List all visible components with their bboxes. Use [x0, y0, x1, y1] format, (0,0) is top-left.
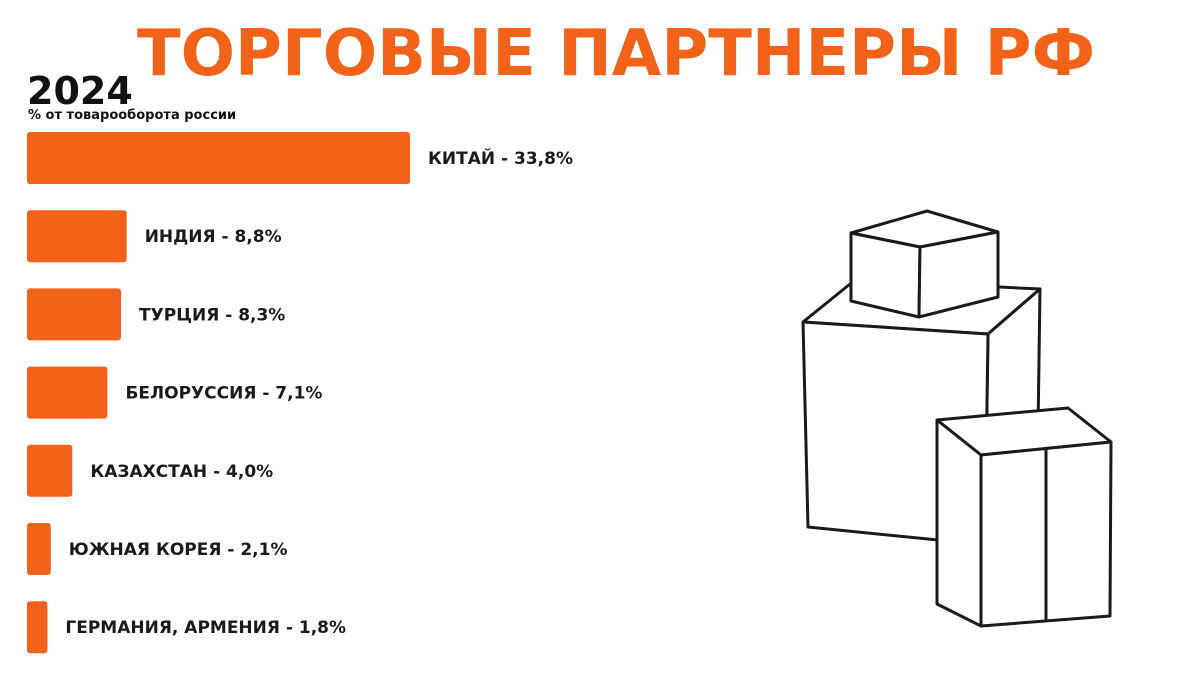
top-box [849, 209, 1000, 319]
front-box [935, 406, 1113, 628]
bar-chart: КИТАЙ - 33,8% ИНДИЯ - 8,8% ТУРЦИЯ - 8,3% БЕ… [27, 132, 573, 654]
chart-subtitle: % от товарооборота россии [28, 108, 237, 123]
bar-label-5: КАЗАХСТАН - 4,0% [90, 462, 273, 482]
bar-4 [27, 366, 108, 419]
bar-6 [27, 523, 51, 575]
stacked-boxes-icon [801, 209, 1113, 628]
bar-label-4: БЕЛОРУССИЯ - 7,1% [125, 384, 322, 404]
bar-5 [27, 444, 73, 497]
bar-label-6: ЮЖНАЯ КОРЕЯ - 2,1% [69, 540, 288, 560]
bar-2 [27, 210, 127, 263]
year-label: 2024 [27, 69, 133, 113]
bar-label-1: КИТАЙ - 33,8% [428, 147, 573, 169]
page-title: ТОРГОВЫЕ ПАРТНЕРЫ РФ [136, 17, 1096, 91]
bar-label-2: ИНДИЯ - 8,8% [145, 227, 282, 247]
bar-label-3: ТУРЦИЯ - 8,3% [139, 305, 285, 325]
bar-7 [27, 601, 48, 654]
bar-1 [27, 132, 410, 184]
bar-3 [27, 288, 122, 341]
bar-label-7: ГЕРМАНИЯ, АРМЕНИЯ - 1,8% [65, 618, 346, 638]
